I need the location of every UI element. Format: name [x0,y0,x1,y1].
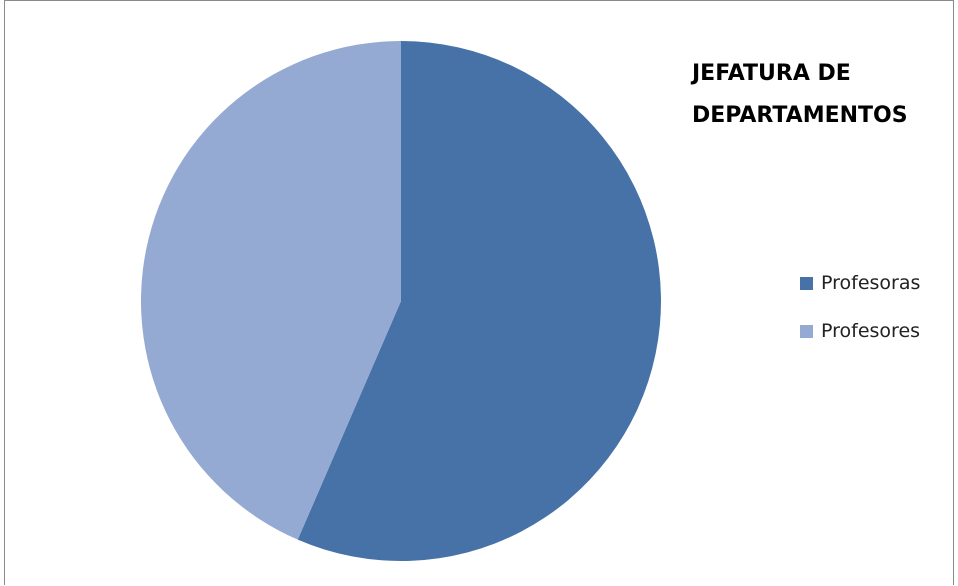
legend: Profesoras Profesores [800,259,920,355]
chart-title: JEFATURA DE DEPARTAMENTOS [692,61,908,128]
pie-slice-profesores [140,41,402,540]
legend-swatch-profesores [800,324,813,338]
chart-frame: JEFATURA DE DEPARTAMENTOS Profesoras Pro… [4,0,954,585]
legend-item-profesores: Profesores [800,307,920,355]
legend-label-profesores: Profesores [821,320,921,342]
legend-swatch-profesoras [800,276,813,290]
legend-label-profesoras: Profesoras [821,272,921,294]
legend-item-profesoras: Profesoras [800,259,920,307]
pie-slice-profesoras [297,41,661,561]
pie-chart [140,41,661,561]
